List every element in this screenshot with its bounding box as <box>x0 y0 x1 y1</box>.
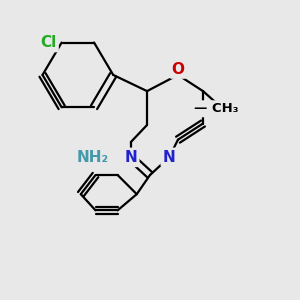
Text: N: N <box>163 150 175 165</box>
Text: NH₂: NH₂ <box>76 150 109 165</box>
Text: — CH₃: — CH₃ <box>194 102 238 115</box>
Text: N: N <box>124 150 137 165</box>
Text: O: O <box>172 61 184 76</box>
Text: Cl: Cl <box>40 35 56 50</box>
